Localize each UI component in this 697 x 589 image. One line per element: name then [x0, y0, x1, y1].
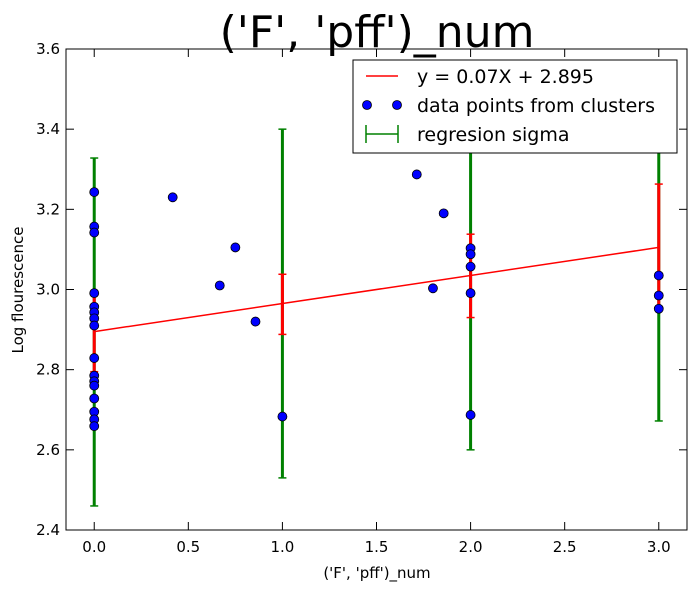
legend-sigma-label: regresion sigma	[417, 124, 570, 146]
x-axis-label: ('F', 'pff')_num	[323, 564, 430, 583]
data-point	[89, 380, 100, 391]
x-axis-ticks: 0.0 0.5 1.0 1.5 2.0 2.5 3.0	[82, 49, 671, 556]
data-point	[89, 353, 100, 363]
data-point	[250, 316, 261, 327]
data-point	[89, 227, 100, 238]
x-tick-label: 1.0	[270, 538, 294, 556]
x-tick-label: 1.5	[365, 538, 389, 556]
x-tick-label: 2.5	[553, 538, 577, 556]
y-tick-label: 3.0	[36, 281, 60, 299]
y-tick-label: 3.6	[36, 40, 60, 58]
y-axis-ticks: 2.4 2.6 2.8 3.0 3.2 3.4 3.6	[36, 40, 687, 539]
data-point	[465, 288, 476, 299]
legend-points-label: data points from clusters	[417, 95, 655, 117]
data-point	[465, 249, 476, 260]
data-point	[653, 270, 664, 281]
legend-sigma-swatch	[365, 125, 399, 143]
data-point	[653, 303, 664, 314]
data-point	[465, 410, 476, 420]
data-point	[89, 187, 100, 197]
data-point	[465, 261, 476, 272]
data-point	[89, 288, 100, 299]
data-point	[214, 280, 225, 291]
data-point	[411, 169, 422, 180]
regression-error-bar-3	[654, 183, 663, 310]
legend-points-swatch-left	[362, 100, 372, 110]
y-axis-label: Log flourescence	[9, 226, 27, 353]
legend: y = 0.07X + 2.895 data points from clust…	[352, 59, 678, 154]
legend-box	[352, 59, 678, 154]
data-point	[438, 208, 449, 219]
legend-regression-label: y = 0.07X + 2.895	[417, 66, 594, 88]
y-tick-label: 3.2	[36, 200, 60, 218]
legend-points-swatch-right	[392, 100, 402, 110]
x-tick-label: 3.0	[647, 538, 671, 556]
data-point	[167, 192, 178, 203]
x-tick-label: 0.0	[82, 538, 106, 556]
data-point	[277, 411, 288, 422]
regression-error-bar-1	[278, 273, 287, 336]
regression-line	[94, 246, 659, 333]
x-tick-label: 2.0	[459, 538, 483, 556]
data-point	[428, 283, 438, 294]
data-point	[89, 320, 100, 331]
data-point	[89, 421, 100, 432]
y-tick-label: 2.4	[36, 521, 60, 539]
x-tick-label: 0.5	[176, 538, 200, 556]
y-tick-label: 2.6	[36, 441, 60, 459]
y-tick-label: 2.8	[36, 361, 60, 379]
data-point	[89, 393, 100, 404]
y-tick-label: 3.4	[36, 120, 60, 138]
data-point	[653, 290, 664, 301]
data-point	[230, 242, 241, 253]
